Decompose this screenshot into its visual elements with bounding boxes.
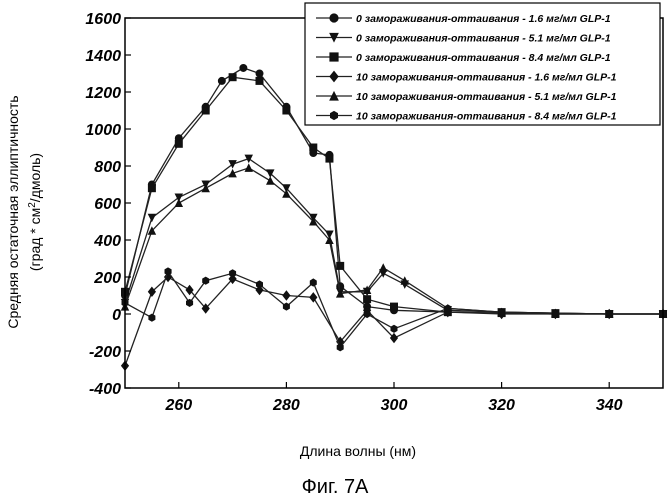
- data-point: [326, 155, 333, 162]
- data-point: [310, 144, 317, 151]
- legend: 0 замораживания-оттаивания - 1.6 мг/мл G…: [305, 3, 660, 125]
- legend-entry: 0 замораживания-оттаивания - 5.1 мг/мл G…: [316, 33, 611, 45]
- legend-label: 0 замораживания-оттаивания - 5.1 мг/мл G…: [356, 33, 611, 45]
- y-tick-label: 800: [94, 159, 121, 176]
- x-axis-title: Длина волны (нм): [300, 443, 416, 459]
- legend-entry: 10 замораживания-оттаивания - 5.1 мг/мл …: [316, 91, 617, 103]
- series-4: [121, 272, 666, 370]
- y-tick-label: 1600: [85, 11, 121, 28]
- data-point: [283, 291, 290, 300]
- data-point: [148, 287, 155, 296]
- x-tick-label: 280: [272, 397, 300, 414]
- data-point: [175, 199, 182, 206]
- legend-label: 10 замораживания-оттаивания - 5.1 мг/мл …: [356, 91, 617, 103]
- legend-entry: 0 замораживания-оттаивания - 8.4 мг/мл G…: [316, 52, 611, 64]
- data-point: [552, 310, 558, 317]
- data-point: [364, 310, 370, 317]
- data-point: [203, 277, 209, 284]
- data-point: [186, 299, 192, 306]
- data-point: [606, 310, 612, 317]
- y-tick-label: 1400: [85, 48, 121, 65]
- data-point: [283, 107, 290, 114]
- data-point: [229, 74, 236, 81]
- legend-label: 0 замораживания-оттаивания - 8.4 мг/мл G…: [356, 52, 611, 64]
- x-tick-label: 260: [164, 397, 192, 414]
- legend-label: 0 замораживания-оттаивания - 1.6 мг/мл G…: [356, 13, 611, 25]
- data-point: [230, 270, 236, 277]
- data-point: [256, 281, 262, 288]
- data-point: [499, 309, 505, 316]
- data-point: [245, 164, 252, 171]
- data-point: [310, 279, 316, 286]
- y-tick-label: 1000: [85, 122, 121, 139]
- data-point: [445, 305, 451, 312]
- data-point: [202, 107, 209, 114]
- data-point: [391, 325, 397, 332]
- y-tick-label: -200: [89, 344, 121, 361]
- y-tick-label: -400: [89, 381, 121, 398]
- data-point: [175, 140, 182, 147]
- y-axis: 1600 1400 1200 1000 800 600 400 200 0 -200 -400: [85, 11, 131, 398]
- data-point: [256, 70, 263, 77]
- x-tick-label: 320: [488, 397, 515, 414]
- data-point: [283, 303, 289, 310]
- data-point: [165, 268, 171, 275]
- data-point: [240, 64, 247, 71]
- series-2: [121, 155, 666, 318]
- y-tick-label: 200: [93, 270, 121, 287]
- legend-entry: 0 замораживания-оттаивания - 1.6 мг/мл G…: [316, 13, 611, 25]
- y-tick-label: 0: [112, 307, 121, 324]
- y-tick-label: 1200: [85, 85, 121, 102]
- legend-label: 10 замораживания-оттаивания - 8.4 мг/мл …: [356, 111, 617, 123]
- x-tick-label: 300: [381, 397, 408, 414]
- data-point: [330, 53, 338, 61]
- data-point: [380, 264, 387, 271]
- data-point: [148, 185, 155, 192]
- legend-entry: 10 замораживания-оттаивания - 1.6 мг/мл …: [316, 71, 617, 83]
- data-point: [148, 214, 155, 221]
- x-axis: 260 280 300 320 340: [164, 382, 622, 414]
- series-line: [125, 277, 663, 366]
- data-point: [218, 77, 225, 84]
- data-point: [256, 77, 263, 84]
- y-tick-label: 600: [94, 196, 121, 213]
- y-tick-label: 400: [93, 233, 121, 250]
- series-5: [121, 164, 666, 317]
- legend-entry: 10 замораживания-оттаивания - 8.4 мг/мл …: [316, 111, 617, 123]
- data-point: [149, 314, 155, 321]
- data-point: [229, 170, 236, 177]
- data-point: [330, 111, 337, 119]
- figure-caption: Фиг. 7А: [302, 476, 369, 498]
- data-point: [390, 303, 397, 310]
- y-axis-title-line1: Средняя остаточная эллиптичность: [5, 95, 21, 328]
- legend-label: 10 замораживания-оттаивания - 1.6 мг/мл …: [356, 72, 617, 84]
- data-point: [337, 344, 343, 351]
- data-point: [337, 262, 344, 269]
- data-point: [364, 296, 371, 303]
- data-point: [267, 177, 274, 184]
- x-tick-label: 340: [596, 397, 623, 414]
- data-point: [330, 14, 338, 22]
- y-axis-title-line2: (град * см2/дмоль): [27, 153, 43, 271]
